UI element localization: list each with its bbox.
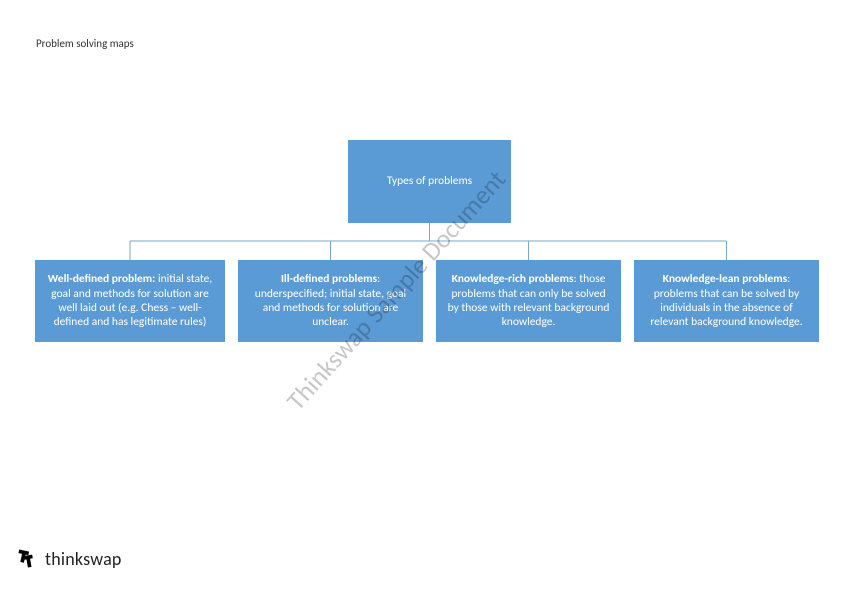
tree-child-ill-defined: Ill-defined problems: underspecified; in…: [238, 260, 423, 342]
node-title: Knowledge-rich problems: [452, 272, 574, 286]
node-title: Ill-defined problems: [281, 272, 377, 286]
brand-logo: thinkswap: [15, 548, 122, 570]
tree-root-label: Types of problems: [387, 174, 472, 188]
tree-child-well-defined: Well-defined problem: initial state, goa…: [35, 260, 225, 342]
tree-child-knowledge-lean: Knowledge-lean problems: problems that c…: [634, 260, 819, 342]
node-title: Knowledge-lean problems: [663, 272, 788, 286]
tree-root-node: Types of problems: [348, 140, 511, 223]
tree-child-knowledge-rich: Knowledge-rich problems: those problems …: [436, 260, 621, 342]
page-title: Problem solving maps: [36, 37, 134, 50]
node-title: Well-defined problem:: [48, 272, 156, 286]
brand-name: thinkswap: [45, 548, 122, 570]
thinkswap-icon: [15, 548, 37, 570]
